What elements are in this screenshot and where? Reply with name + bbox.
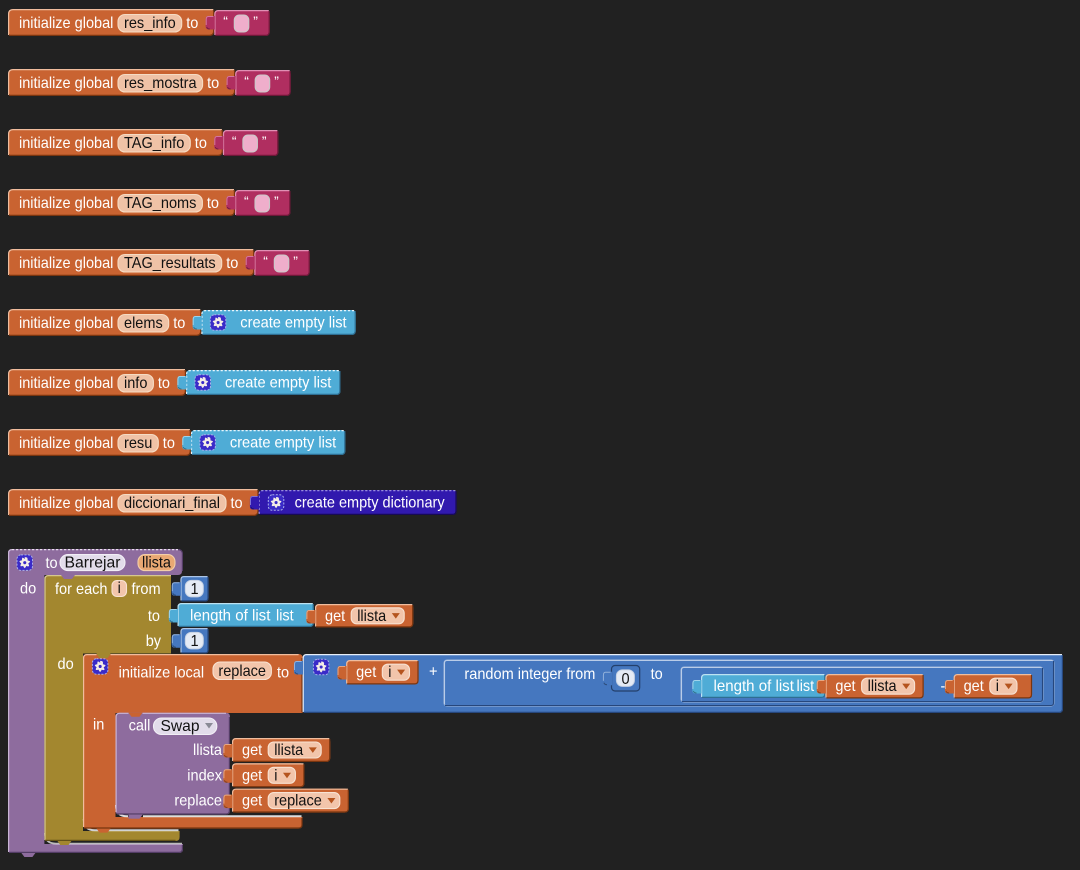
svg-text:i: i: [996, 678, 999, 695]
svg-text:create empty list: create empty list: [225, 375, 332, 392]
svg-text:”: ”: [253, 13, 258, 29]
svg-text:“: “: [232, 133, 237, 149]
svg-text:length of list: length of list: [714, 678, 795, 695]
svg-text:“: “: [263, 253, 268, 269]
svg-text:to: to: [163, 435, 175, 452]
svg-text:to: to: [651, 666, 663, 683]
svg-text:get: get: [964, 678, 985, 695]
svg-text:create empty dictionary: create empty dictionary: [295, 495, 445, 512]
svg-text:create empty list: create empty list: [240, 315, 347, 332]
svg-text:to: to: [226, 255, 238, 272]
svg-text:get: get: [325, 608, 346, 625]
svg-text:length of list: length of list: [190, 608, 271, 625]
svg-text:to: to: [148, 608, 160, 625]
svg-text:by: by: [146, 633, 161, 650]
svg-text:i: i: [274, 767, 277, 784]
svg-text:info: info: [124, 375, 147, 392]
svg-text:”: ”: [274, 73, 279, 89]
svg-text:to: to: [207, 75, 219, 92]
svg-text:get: get: [242, 742, 263, 759]
svg-text:in: in: [93, 717, 104, 734]
svg-text:to: to: [207, 195, 219, 212]
svg-text:”: ”: [262, 133, 267, 149]
svg-text:initialize global: initialize global: [19, 135, 113, 152]
svg-text:resu: resu: [124, 435, 152, 452]
svg-text:replace: replace: [218, 663, 266, 680]
svg-text:1: 1: [190, 633, 198, 650]
svg-text:1: 1: [190, 581, 198, 598]
svg-text:res_info: res_info: [124, 15, 176, 32]
svg-text:initialize global: initialize global: [19, 75, 113, 92]
svg-text:llista: llista: [274, 742, 303, 759]
svg-text:replace: replace: [274, 793, 322, 810]
svg-text:list: list: [797, 678, 815, 695]
svg-text:initialize global: initialize global: [19, 195, 113, 212]
svg-text:TAG_noms: TAG_noms: [124, 195, 196, 212]
svg-text:from: from: [132, 581, 161, 598]
svg-text:TAG_info: TAG_info: [124, 135, 184, 152]
svg-text:initialize global: initialize global: [19, 435, 113, 452]
svg-text:llista: llista: [868, 678, 897, 695]
svg-text:to: to: [158, 375, 170, 392]
svg-text:res_mostra: res_mostra: [124, 75, 197, 92]
svg-text:Swap: Swap: [161, 718, 200, 735]
svg-text:do: do: [58, 656, 74, 673]
svg-text:llista: llista: [357, 608, 386, 625]
svg-text:get: get: [242, 793, 263, 810]
svg-text:to: to: [186, 15, 198, 32]
svg-text:replace: replace: [174, 793, 222, 810]
svg-text:i: i: [388, 664, 391, 681]
svg-text:“: “: [244, 193, 249, 209]
svg-text:get: get: [242, 767, 263, 784]
svg-text:0: 0: [622, 671, 630, 688]
svg-text:”: ”: [274, 193, 279, 209]
svg-text:get: get: [835, 678, 856, 695]
svg-text:TAG_resultats: TAG_resultats: [124, 255, 216, 272]
svg-text:get: get: [356, 664, 377, 681]
svg-text:Barrejar: Barrejar: [65, 555, 122, 572]
svg-text:i: i: [118, 580, 121, 597]
svg-text:call: call: [129, 718, 151, 735]
svg-text:do: do: [20, 581, 36, 598]
svg-text:initialize global: initialize global: [19, 255, 113, 272]
svg-text:“: “: [244, 73, 249, 89]
svg-text:initialize global: initialize global: [19, 315, 113, 332]
svg-text:index: index: [187, 767, 222, 784]
svg-text:initialize local: initialize local: [119, 665, 205, 682]
svg-text:-: -: [941, 678, 946, 695]
svg-text:initialize global: initialize global: [19, 15, 113, 32]
svg-text:random integer from: random integer from: [464, 666, 595, 683]
svg-text:”: ”: [293, 253, 298, 269]
svg-text:llista: llista: [193, 742, 222, 759]
svg-text:list: list: [276, 608, 294, 625]
svg-text:to: to: [277, 665, 289, 682]
svg-text:to: to: [173, 315, 185, 332]
svg-text:“: “: [223, 13, 228, 29]
svg-text:to: to: [231, 495, 243, 512]
svg-text:to: to: [195, 135, 207, 152]
svg-text:for each: for each: [55, 581, 108, 598]
svg-text:diccionari_final: diccionari_final: [124, 495, 220, 512]
svg-text:create empty list: create empty list: [230, 435, 337, 452]
svg-text:llista: llista: [142, 555, 171, 572]
svg-text:elems: elems: [124, 315, 163, 332]
svg-text:+: +: [429, 664, 438, 681]
svg-text:initialize global: initialize global: [19, 495, 113, 512]
svg-text:initialize global: initialize global: [19, 375, 113, 392]
svg-text:to: to: [46, 555, 58, 572]
